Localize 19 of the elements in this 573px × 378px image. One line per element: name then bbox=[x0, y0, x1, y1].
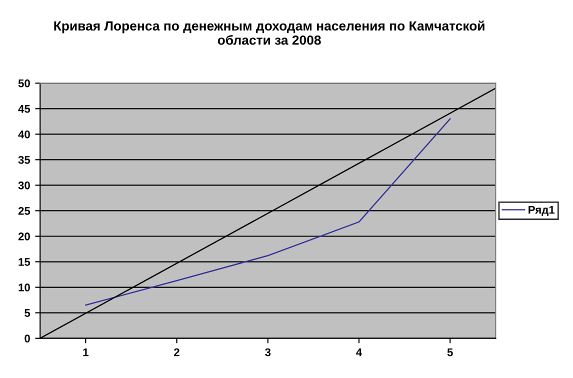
y-tick-label: 40 bbox=[18, 130, 30, 138]
x-tick-label: 5 bbox=[447, 348, 453, 356]
y-tick-label: 45 bbox=[18, 105, 30, 113]
x-tick-label: 4 bbox=[356, 348, 362, 356]
y-tick-label: 20 bbox=[18, 232, 30, 240]
y-tick-label: 50 bbox=[18, 79, 30, 88]
y-tick-label: 5 bbox=[24, 309, 30, 317]
y-tick-label: 35 bbox=[18, 156, 30, 164]
legend-label: Ряд1 bbox=[528, 206, 555, 216]
x-tick-label: 2 bbox=[174, 348, 180, 356]
y-tick-label: 15 bbox=[18, 258, 30, 266]
line-series bbox=[85, 118, 451, 306]
chart-title: Кривая Лоренса по денежным доходам населения по Камчатской области за 2008 bbox=[54, 20, 484, 45]
x-tick-label: 1 bbox=[83, 348, 88, 356]
y-tick-label: 10 bbox=[18, 284, 30, 292]
y-tick-label: 25 bbox=[18, 207, 30, 215]
y-tick-label: 0 bbox=[24, 334, 30, 342]
y-tick-label: 30 bbox=[18, 181, 30, 190]
x-tick-label: 3 bbox=[265, 348, 271, 356]
